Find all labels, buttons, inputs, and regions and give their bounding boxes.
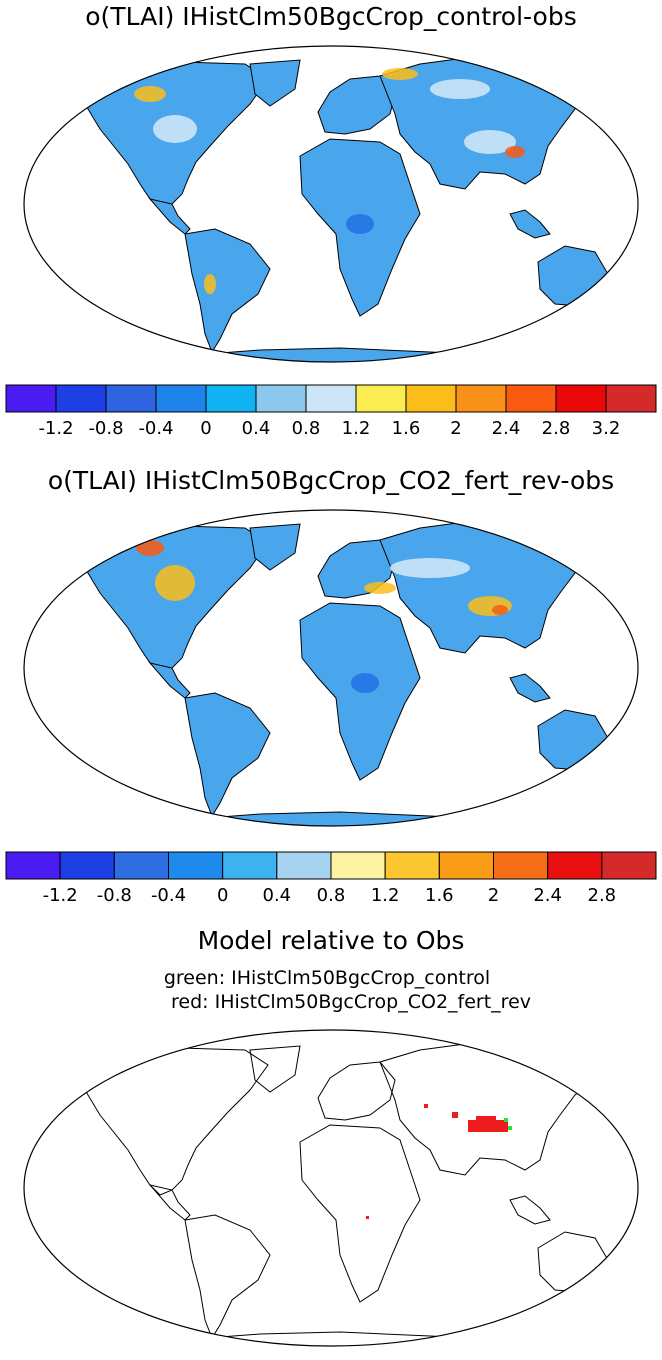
panel-1-landmass — [84, 55, 609, 362]
colorbar-1-tick-label: -1.2 — [38, 418, 73, 439]
colorbar-2-tick-label: -0.4 — [151, 885, 186, 906]
panel-2-landmass — [84, 519, 609, 826]
colorbar-1-tick-label: -0.8 — [88, 418, 123, 439]
panel-2-colorbar: -1.2 -0.8 -0.4 0 0.4 0.8 1.2 1.6 2 2.4 2.8 — [5, 851, 657, 906]
colorbar-2-swatch-2 — [113, 851, 170, 880]
colorbar-1-tick-label: 3.2 — [592, 418, 621, 439]
colorbar-2-swatch-7 — [384, 851, 440, 880]
colorbar-2-tick-label: 1.2 — [371, 885, 400, 906]
colorbar-2-swatch-10 — [547, 851, 603, 880]
colorbar-1-tick-label: 0 — [200, 418, 211, 439]
colorbar-2-tick-label: 1.6 — [425, 885, 454, 906]
panel-2-map — [23, 509, 639, 827]
colorbar-1-tick-label: -0.4 — [138, 418, 173, 439]
colorbar-2-swatch-5 — [276, 851, 332, 880]
colorbar-1-swatch-11 — [555, 384, 607, 413]
colorbar-1-swatch-1 — [55, 384, 107, 413]
colorbar-1-tick-label: 2.4 — [492, 418, 521, 439]
colorbar-1-tick-label: 2.8 — [542, 418, 571, 439]
colorbar-1-swatch-6 — [305, 384, 357, 413]
colorbar-2-tick-label: 0.8 — [317, 885, 346, 906]
colorbar-1-swatch-7 — [355, 384, 407, 413]
colorbar-1-swatch-10 — [505, 384, 557, 413]
colorbar-1-tick-label: 0.4 — [242, 418, 271, 439]
colorbar-2-swatch-3 — [168, 851, 224, 880]
colorbar-1-swatch-2 — [105, 384, 157, 413]
colorbar-2-swatch-1 — [59, 851, 115, 880]
colorbar-2-tick-label: 2.4 — [533, 885, 562, 906]
panel-2-title: o(TLAI) IHistClm50BgcCrop_CO2_fert_rev-o… — [47, 466, 615, 495]
colorbar-2-tick-label: 0 — [217, 885, 228, 906]
panel-1-map — [23, 45, 639, 363]
colorbar-1-swatch-8 — [405, 384, 457, 413]
colorbar-1-tick-label: 0.8 — [292, 418, 321, 439]
colorbar-2-tick-label: 0.4 — [263, 885, 292, 906]
colorbar-1-swatch-3 — [155, 384, 207, 413]
legend-green-text: green: IHistClm50BgcCrop_control — [163, 967, 491, 989]
colorbar-1-swatch-12 — [605, 384, 657, 413]
colorbar-2-swatch-9 — [493, 851, 549, 880]
green-crop-points — [504, 1118, 512, 1130]
bottom-panel-coastlines — [84, 1041, 609, 1346]
panel-1-title: o(TLAI) IHistClm50BgcCrop_control-obs — [85, 2, 577, 31]
colorbar-1-swatch-0 — [5, 384, 57, 413]
colorbar-2-swatch-4 — [222, 851, 278, 880]
colorbar-1-tick-label: 2 — [450, 418, 461, 439]
colorbar-2-tick-label: -1.2 — [43, 885, 78, 906]
colorbar-2-swatch-6 — [330, 851, 386, 880]
colorbar-1-swatch-5 — [255, 384, 307, 413]
colorbar-1-tick-label: 1.2 — [342, 418, 371, 439]
colorbar-1-swatch-4 — [205, 384, 257, 413]
colorbar-1-swatch-9 — [455, 384, 507, 413]
colorbar-2-tick-label: 2 — [488, 885, 499, 906]
colorbar-2-tick-label: -0.8 — [97, 885, 132, 906]
panel-1-colorbar: -1.2 -0.8 -0.4 0 0.4 0.8 1.2 1.6 2 2.4 2.8 3.2 — [5, 384, 657, 439]
colorbar-1-tick-label: 1.6 — [392, 418, 421, 439]
bottom-panel-map — [23, 1029, 639, 1347]
colorbar-2-swatch-8 — [438, 851, 495, 880]
colorbar-2-swatch-11 — [601, 851, 657, 880]
colorbar-2-swatch-0 — [5, 851, 61, 880]
bottom-panel-title: Model relative to Obs — [197, 926, 465, 955]
colorbar-2-tick-label: 2.8 — [588, 885, 617, 906]
red-crop-points — [366, 1104, 508, 1219]
legend-red-text: red: IHistClm50BgcCrop_CO2_fert_rev — [171, 991, 531, 1013]
